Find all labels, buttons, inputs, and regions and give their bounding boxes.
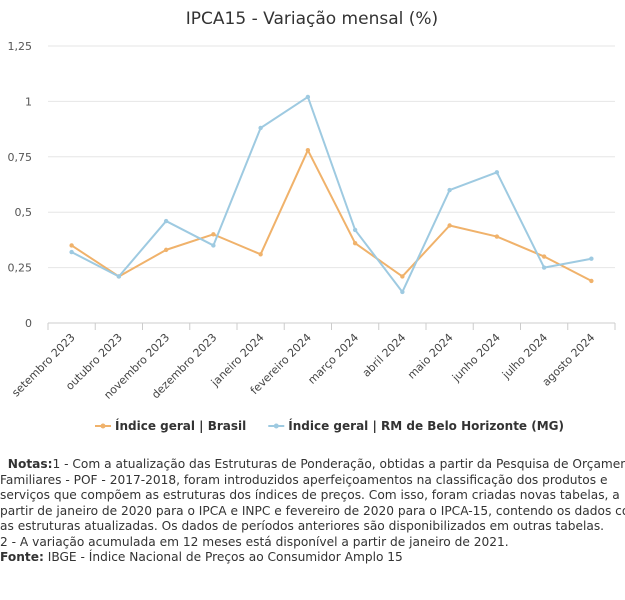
y-tick-label: 0 bbox=[25, 317, 32, 330]
chart-title: IPCA15 - Variação mensal (%) bbox=[186, 9, 438, 29]
data-point[interactable] bbox=[211, 232, 216, 237]
data-point[interactable] bbox=[447, 223, 452, 228]
series-line[interactable] bbox=[71, 149, 592, 282]
data-point[interactable] bbox=[258, 252, 263, 257]
data-point[interactable] bbox=[211, 243, 216, 248]
data-point[interactable] bbox=[352, 227, 358, 233]
source-line: Fonte: IBGE - Índice Nacional de Preços … bbox=[0, 550, 625, 566]
notes-line-4: partir de janeiro de 2020 para o IPCA e … bbox=[0, 503, 625, 518]
data-point[interactable] bbox=[400, 289, 405, 295]
x-tick-label: junho 2024 bbox=[449, 331, 503, 385]
notes-line-2: Familiares - POF - 2017-2018, foram intr… bbox=[0, 472, 608, 487]
data-point[interactable] bbox=[116, 274, 122, 279]
y-tick-label: 0,5 bbox=[15, 206, 33, 219]
chart: IPCA15 - Variação mensal (%) 0 0,25 0,5 0,7… bbox=[8, 9, 616, 433]
notes: Notas:1 - Com a atualização das Estrutur… bbox=[0, 457, 625, 566]
data-point[interactable] bbox=[447, 187, 452, 193]
notes-line-6: 2 - A variação acumulada em 12 meses est… bbox=[0, 534, 509, 549]
data-point[interactable] bbox=[69, 249, 74, 255]
legend-item-2[interactable]: Índice geral | RM de Belo Horizonte (MG) bbox=[268, 418, 564, 433]
legend-item-1[interactable]: Índice geral | Brasil bbox=[95, 418, 246, 433]
legend[interactable]: Índice geral | Brasil Índice geral | RM d… bbox=[95, 418, 564, 433]
data-point[interactable] bbox=[589, 256, 594, 261]
data-point[interactable] bbox=[494, 170, 500, 175]
legend-label: Índice geral | RM de Belo Horizonte (MG) bbox=[288, 418, 564, 433]
y-tick-label: 1 bbox=[25, 95, 32, 108]
notes-line-3: serviços que compõem as estruturas dos í… bbox=[0, 488, 620, 502]
data-point[interactable] bbox=[400, 274, 405, 279]
series-1[interactable] bbox=[69, 147, 594, 284]
data-point[interactable] bbox=[494, 234, 500, 239]
x-tick-label: março 2024 bbox=[305, 331, 361, 387]
data-point[interactable] bbox=[541, 254, 547, 259]
data-point[interactable] bbox=[163, 247, 169, 253]
x-tick-label: abril 2024 bbox=[360, 331, 409, 380]
y-tick-label: 1,25 bbox=[8, 40, 33, 53]
y-axis: 0 0,25 0,5 0,75 1 1,25 bbox=[8, 40, 33, 330]
data-point[interactable] bbox=[352, 241, 358, 246]
legend-point-marker bbox=[273, 423, 279, 429]
legend-label: Índice geral | Brasil bbox=[115, 418, 246, 433]
data-point[interactable] bbox=[305, 147, 311, 153]
data-point[interactable] bbox=[589, 278, 594, 284]
y-tick-label: 0,25 bbox=[8, 262, 33, 275]
notes-line-5: as estruturas atualizadas. Os dados de p… bbox=[0, 519, 605, 533]
series-2[interactable] bbox=[69, 94, 594, 295]
legend-point-marker bbox=[100, 423, 106, 429]
grid bbox=[48, 45, 615, 324]
notes-label: Notas: bbox=[7, 457, 53, 471]
series-line[interactable] bbox=[71, 95, 592, 293]
x-tick-label: julho 2024 bbox=[499, 331, 550, 382]
data-point[interactable] bbox=[69, 243, 74, 248]
source-text: IBGE - Índice Nacional de Preços ao Cons… bbox=[47, 550, 403, 564]
data-point[interactable] bbox=[305, 94, 311, 100]
x-tick-label: maio 2024 bbox=[405, 331, 456, 382]
y-tick-label: 0,75 bbox=[8, 151, 33, 164]
data-point[interactable] bbox=[258, 125, 263, 131]
data-point[interactable] bbox=[541, 265, 547, 270]
notes-line-1: Notas:1 - Com a atualização das Estrutur… bbox=[0, 457, 625, 473]
series-layer bbox=[69, 94, 594, 295]
source-label: Fonte: bbox=[0, 550, 44, 564]
notes-text: 1 - Com a atualização das Estruturas de … bbox=[52, 457, 625, 471]
data-point[interactable] bbox=[163, 218, 169, 224]
